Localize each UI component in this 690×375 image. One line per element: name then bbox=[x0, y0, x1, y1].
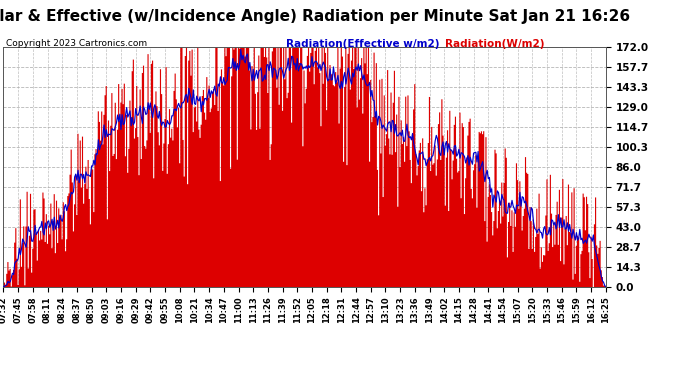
Text: Radiation(Effective w/m2): Radiation(Effective w/m2) bbox=[286, 39, 440, 50]
Text: Solar & Effective (w/Incidence Angle) Radiation per Minute Sat Jan 21 16:26: Solar & Effective (w/Incidence Angle) Ra… bbox=[0, 9, 630, 24]
Text: Copyright 2023 Cartronics.com: Copyright 2023 Cartronics.com bbox=[6, 39, 147, 48]
Text: Radiation(W/m2): Radiation(W/m2) bbox=[445, 39, 544, 50]
